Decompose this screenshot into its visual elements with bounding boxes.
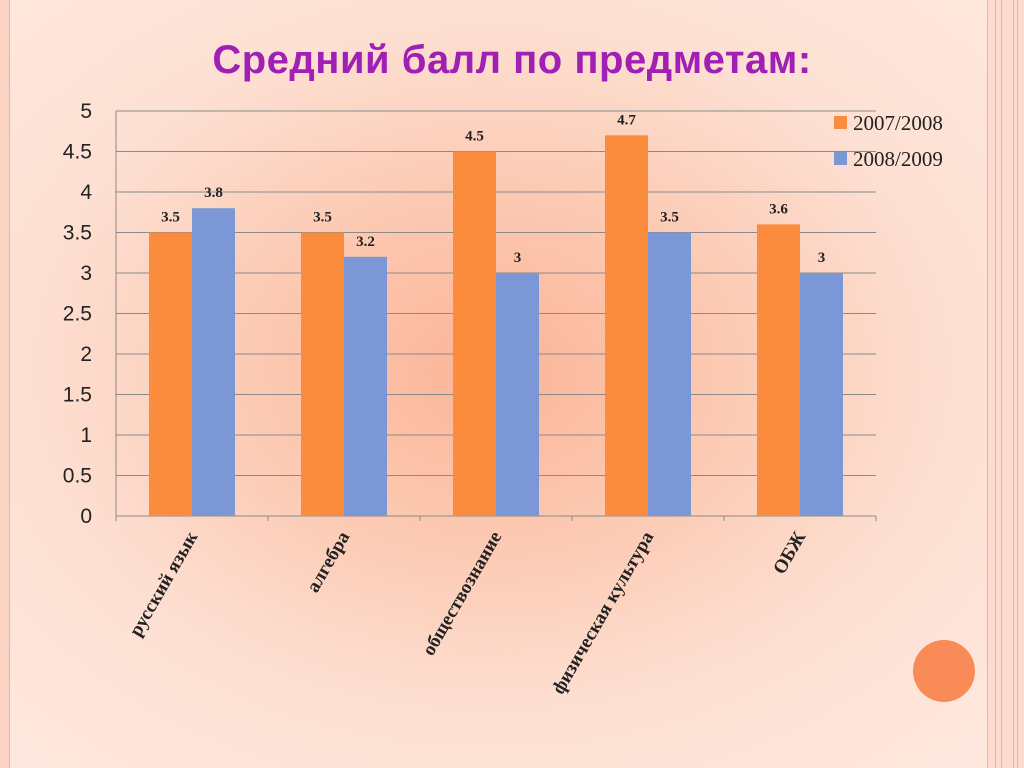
bar [149, 232, 192, 516]
right-border-line [1017, 0, 1018, 768]
legend-swatch [834, 152, 847, 165]
y-tick-label: 2 [80, 343, 92, 366]
data-label: 3.2 [356, 234, 375, 250]
right-border-line [1013, 0, 1014, 768]
legend-label: 2008/2009 [853, 147, 943, 171]
bar [648, 232, 691, 516]
right-border-line [1001, 0, 1002, 768]
y-tick-label: 3 [80, 262, 92, 285]
bar [800, 273, 843, 516]
data-label: 3 [514, 250, 522, 266]
data-label: 3 [818, 250, 826, 266]
y-tick-label: 3.5 [63, 222, 92, 245]
x-category-label: обществознание [418, 528, 506, 659]
x-category-label: алгебра [303, 528, 355, 597]
y-tick-label: 5 [80, 100, 92, 123]
data-label: 4.5 [465, 129, 484, 145]
right-border-line [987, 0, 988, 768]
bar [757, 224, 800, 516]
bar [192, 208, 235, 516]
y-tick-label: 1 [80, 424, 92, 447]
y-tick-label: 1.5 [63, 384, 92, 407]
y-tick-label: 4 [80, 181, 92, 204]
data-label: 3.5 [161, 210, 180, 226]
legend-swatch [834, 116, 847, 129]
bar [344, 256, 387, 516]
y-tick-label: 2.5 [63, 303, 92, 326]
data-label: 3.5 [313, 210, 332, 226]
left-border [0, 0, 10, 768]
bar [301, 232, 344, 516]
legend-label: 2007/2008 [853, 111, 943, 135]
y-tick-label: 4.5 [63, 141, 92, 164]
data-label: 3.5 [660, 210, 679, 226]
bar [453, 151, 496, 516]
x-category-label: русский язык [125, 528, 202, 640]
decorative-circle [913, 640, 975, 702]
data-label: 4.7 [617, 112, 636, 128]
bar [605, 135, 648, 517]
right-border-line [995, 0, 996, 768]
y-tick-label: 0 [80, 505, 92, 528]
data-label: 3.6 [769, 201, 788, 217]
y-tick-label: 0.5 [63, 465, 92, 488]
chart-title: Средний балл по предметам: [212, 38, 812, 82]
bar [496, 273, 539, 516]
x-category-label: физическая культура [548, 528, 658, 698]
x-category-label: ОБЖ [769, 528, 810, 578]
data-label: 3.8 [204, 185, 223, 201]
right-border-band [988, 0, 1024, 768]
